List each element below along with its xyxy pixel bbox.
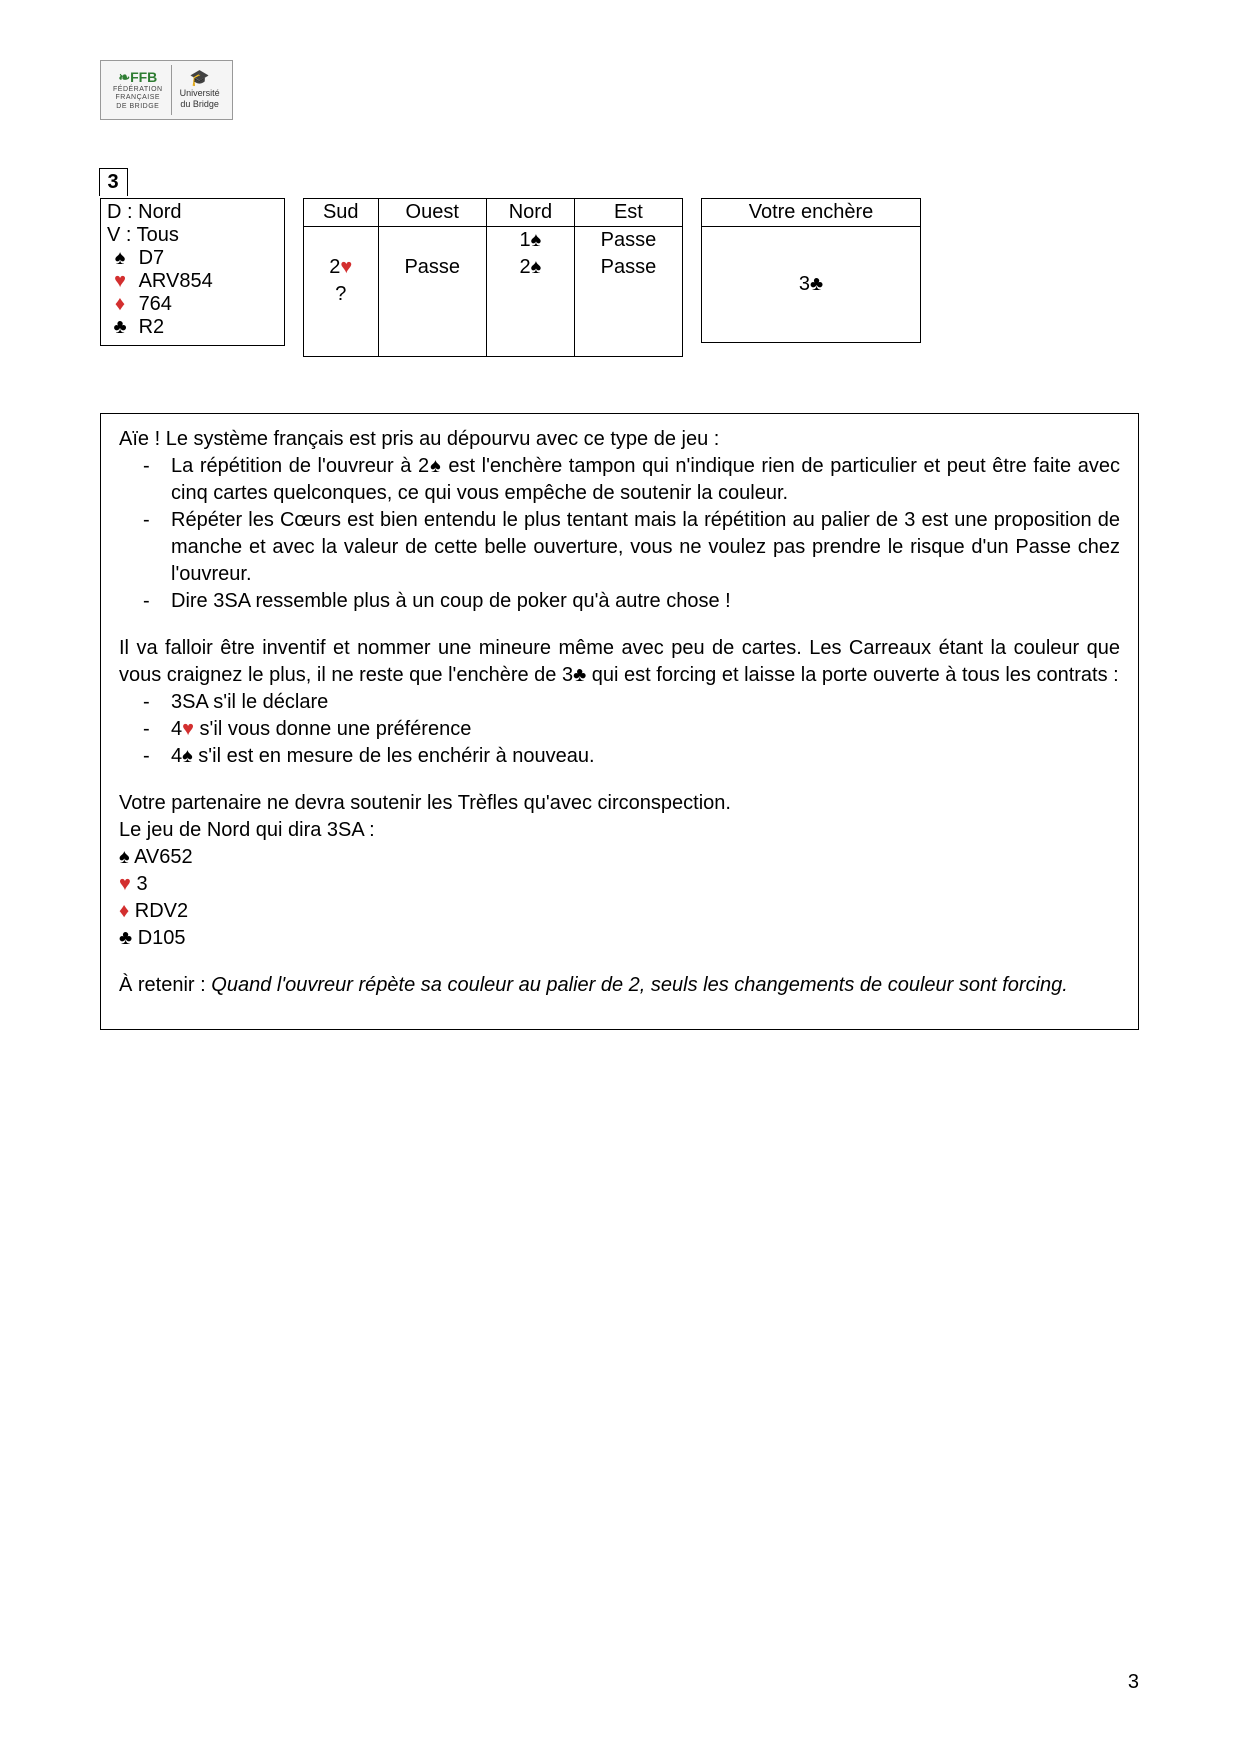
hand-diamonds: ♦ 764 [107, 293, 278, 316]
expl-bullet: 3SA s'il le déclare [171, 689, 1120, 716]
expl-bullet: Répéter les Cœurs est bien entendu le pl… [171, 507, 1120, 588]
heart-icon: ♥ [107, 270, 133, 293]
bid-cell: Passe [574, 226, 682, 254]
dealer-label: D : [107, 201, 133, 223]
diamond-icon: ♦ [107, 293, 133, 316]
bid-head-est: Est [574, 199, 682, 227]
bid-cell [574, 281, 682, 356]
answer-bid-suit-icon: ♣ [810, 273, 823, 295]
explanation-box: Aïe ! Le système français est pris au dé… [100, 413, 1139, 1030]
nord-clubs: D105 [138, 927, 186, 949]
nord-spades: AV652 [134, 846, 193, 868]
ffb-tree-icon: ❧ [118, 69, 130, 85]
bid-cell [304, 226, 378, 254]
club-cards: R2 [139, 316, 165, 339]
heart-icon: ♥ [182, 718, 194, 740]
univ-line2: du Bridge [180, 99, 220, 110]
ffb-sub2: FRANÇAISE [113, 94, 163, 102]
heart-icon: ♥ [119, 873, 131, 895]
nord-hand: ♠ AV652 ♥ 3 ♦ RDV2 ♣ D105 [119, 844, 1120, 952]
spade-cards: D7 [139, 247, 165, 270]
expl-bullet: 4♥ s'il vous donne une préférence [171, 716, 1120, 743]
hand-spades: ♠ D7 [107, 247, 278, 270]
vul-line: V : Tous [107, 224, 278, 247]
bid-cell: ? [304, 281, 378, 356]
expl-bullet: 4♠ s'il est en mesure de les enchérir à … [171, 743, 1120, 770]
nord-hearts: 3 [136, 873, 147, 895]
heart-cards: ARV854 [139, 270, 213, 293]
expl-para2: Il va falloir être inventif et nommer un… [119, 635, 1120, 689]
bid-head-nord: Nord [486, 199, 574, 227]
nord-diamonds: RDV2 [135, 900, 188, 922]
spade-icon: ♠ [531, 229, 542, 251]
grad-cap-icon: 🎓 [180, 69, 220, 88]
expl-bullets-2: 3SA s'il le déclare4♥ s'il vous donne un… [119, 689, 1120, 770]
board-number: 3 [99, 168, 128, 196]
diamond-cards: 764 [139, 293, 172, 316]
bid-head-sud: Sud [304, 199, 378, 227]
spade-icon: ♠ [182, 745, 193, 767]
answer-bid: 3♣ [702, 227, 920, 342]
vul-value: Tous [137, 224, 179, 246]
para2-post: qui est forcing et laisse la porte ouver… [586, 664, 1119, 686]
para2-suit-icon: ♣ [573, 664, 586, 686]
expl-bullet: Dire 3SA ressemble plus à un coup de pok… [171, 588, 1120, 615]
hand-hearts: ♥ ARV854 [107, 270, 278, 293]
hand-box: D : Nord V : Tous ♠ D7 ♥ ARV854 ♦ 764 ♣ … [100, 198, 285, 346]
bid-cell [378, 226, 486, 254]
bid-head-ouest: Ouest [378, 199, 486, 227]
club-icon: ♣ [119, 927, 132, 949]
ffb-sub3: DE BRIDGE [113, 103, 163, 111]
expl-bullets-1: La répétition de l'ouvreur à 2♠ est l'en… [119, 453, 1120, 615]
expl-bullet: La répétition de l'ouvreur à 2♠ est l'en… [171, 453, 1120, 507]
bid-cell [378, 281, 486, 356]
bid-cell: Passe [574, 254, 682, 281]
retain-block: À retenir : Quand l'ouvreur répète sa co… [119, 972, 1120, 999]
expl-para4: Le jeu de Nord qui dira 3SA : [119, 817, 1120, 844]
univ-line1: Université [180, 88, 220, 99]
spade-icon: ♠ [429, 455, 442, 477]
header-logo: ❧FFB FÉDÉRATION FRANÇAISE DE BRIDGE 🎓 Un… [100, 60, 233, 120]
ffb-text: FFB [130, 69, 157, 85]
vul-label: V : [107, 224, 131, 246]
spade-icon: ♠ [107, 247, 133, 270]
page-number: 3 [1128, 1671, 1139, 1694]
expl-intro: Aïe ! Le système français est pris au dé… [119, 426, 1120, 453]
hand-clubs: ♣ R2 [107, 316, 278, 339]
answer-bid-num: 3 [799, 273, 810, 295]
deal-row: 3 D : Nord V : Tous ♠ D7 ♥ ARV854 ♦ 764 [100, 174, 1139, 357]
retain-text: Quand l'ouvreur répète sa couleur au pal… [211, 974, 1068, 996]
bid-cell: 2♥ [304, 254, 378, 281]
answer-label: Votre enchère [702, 199, 920, 227]
retain-label: À retenir : [119, 974, 211, 996]
bidding-box: Sud Ouest Nord Est 1♠Passe2♥Passe2♠Passe… [303, 198, 683, 357]
bid-cell: Passe [378, 254, 486, 281]
bid-cell [486, 281, 574, 356]
bid-cell: 2♠ [486, 254, 574, 281]
diamond-icon: ♦ [119, 900, 129, 922]
spade-icon: ♠ [119, 846, 130, 868]
spade-icon: ♠ [531, 256, 542, 278]
bidding-table: Sud Ouest Nord Est 1♠Passe2♥Passe2♠Passe… [304, 199, 682, 356]
club-icon: ♣ [107, 316, 133, 339]
ffb-sub1: FÉDÉRATION [113, 86, 163, 94]
answer-box: Votre enchère 3♣ [701, 198, 921, 343]
heart-icon: ♥ [340, 256, 352, 278]
expl-para3: Votre partenaire ne devra soutenir les T… [119, 790, 1120, 817]
dealer-value: Nord [138, 201, 181, 223]
bid-cell: 1♠ [486, 226, 574, 254]
dealer-line: D : Nord [107, 201, 278, 224]
